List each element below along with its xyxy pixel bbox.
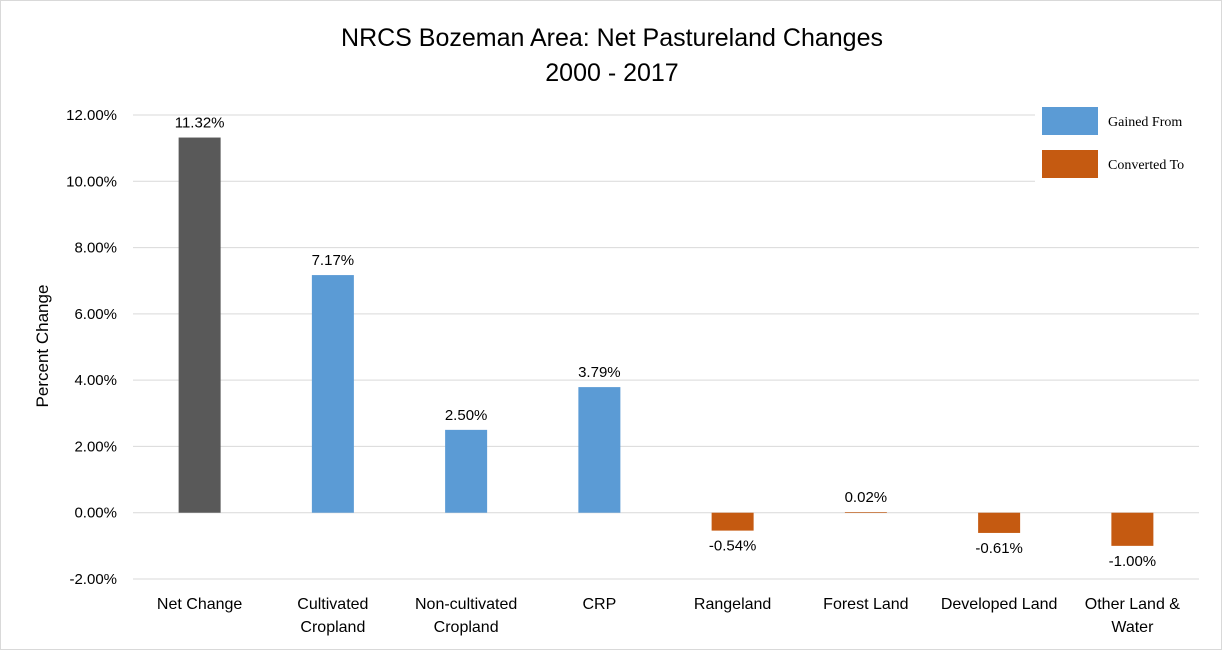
category-label: Net Change (157, 596, 242, 613)
data-label: 11.32% (175, 115, 225, 132)
category-label: Other Land & (1085, 596, 1181, 613)
category-label: CRP (582, 596, 616, 613)
category-label: Rangeland (694, 596, 771, 613)
y-tick-label: -2.00% (69, 571, 117, 588)
y-tick-labels: -2.00% 0.00% 2.00% 4.00% 6.00% 8.00% 10.00% 12.… (66, 107, 117, 588)
y-tick-label: 0.00% (74, 505, 117, 522)
bar (311, 275, 354, 513)
category-label: Cultivated (297, 596, 368, 613)
category-label: Developed Land (941, 596, 1058, 613)
legend: Gained From Converted To (1035, 101, 1199, 183)
y-tick-label: 6.00% (74, 306, 117, 323)
data-label: 3.79% (578, 364, 621, 381)
chart-title: NRCS Bozeman Area: Net Pastureland Chang… (341, 24, 883, 52)
legend-swatch (1042, 107, 1098, 135)
data-label: 0.02% (845, 489, 888, 506)
legend-swatch (1042, 150, 1098, 178)
category-label: Forest Land (823, 596, 908, 613)
category-label: Non-cultivated (415, 596, 517, 613)
data-label: -0.54% (709, 538, 757, 555)
legend-label: Gained From (1108, 115, 1182, 130)
data-labels: 11.32% 7.17% 2.50% 3.79% -0.54% 0.02% -0.61% -1… (175, 115, 1156, 570)
bar-layer (178, 137, 1154, 546)
x-category-labels: Net Change Cultivated Cropland Non-cultivat… (157, 596, 1180, 636)
data-label: -1.00% (1109, 553, 1157, 570)
bar (578, 387, 621, 513)
category-label: Cropland (434, 619, 499, 636)
bar (844, 512, 887, 513)
grid-layer (133, 114, 1199, 580)
y-axis-label: Percent Change (33, 285, 52, 408)
y-tick-label: 2.00% (74, 438, 117, 455)
y-tick-label: 4.00% (74, 372, 117, 389)
y-tick-label: 8.00% (74, 240, 117, 257)
data-label: 2.50% (445, 407, 488, 424)
category-label: Water (1111, 619, 1154, 636)
data-label: -0.61% (975, 540, 1023, 557)
category-label: Cropland (300, 619, 365, 636)
legend-label: Converted To (1108, 158, 1184, 173)
chart-subtitle: 2000 - 2017 (545, 59, 678, 87)
data-label: 7.17% (312, 252, 355, 269)
bar (178, 137, 221, 513)
y-tick-label: 12.00% (66, 107, 117, 124)
bar (978, 512, 1021, 533)
bar (445, 429, 488, 513)
bar (1111, 512, 1154, 546)
bar (711, 512, 754, 531)
y-tick-label: 10.00% (66, 173, 117, 190)
